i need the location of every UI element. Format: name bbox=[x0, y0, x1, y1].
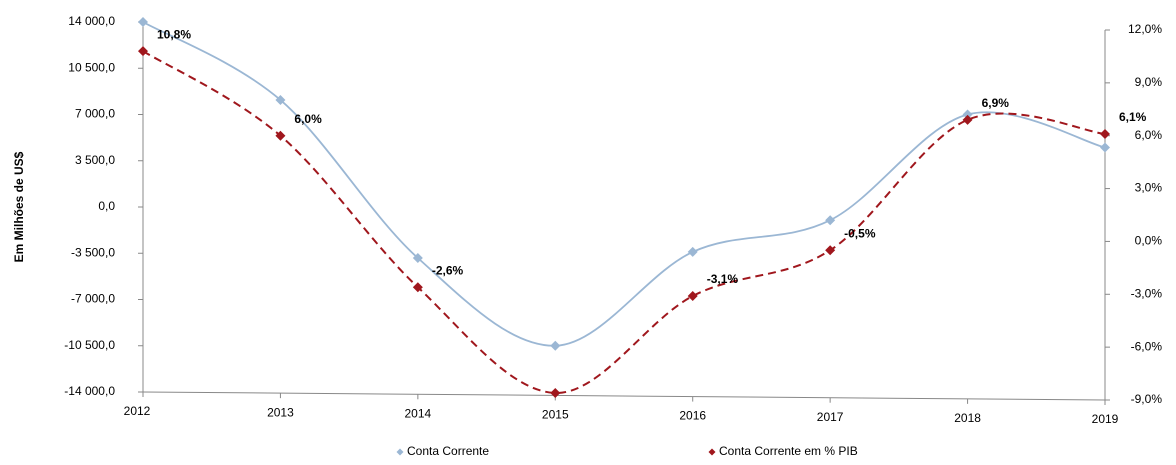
data-point bbox=[687, 246, 698, 257]
y2-tick-label: -9,0% bbox=[1131, 392, 1163, 406]
series-line bbox=[142, 50, 1106, 394]
x-tick-label: 2015 bbox=[542, 408, 569, 422]
data-point bbox=[1100, 128, 1110, 139]
y-tick-label: -14 000,0 bbox=[64, 384, 115, 398]
data-label: 6,1% bbox=[1119, 110, 1147, 124]
data-label: 6,9% bbox=[982, 96, 1010, 110]
x-tick-label: 2014 bbox=[405, 406, 432, 420]
data-point bbox=[412, 282, 423, 293]
legend-label: Conta Corrente bbox=[407, 444, 489, 458]
legend-label: Conta Corrente em % PIB bbox=[719, 444, 858, 458]
y2-tick-label: -6,0% bbox=[1131, 339, 1163, 353]
y-tick-label: -7 000,0 bbox=[71, 292, 115, 306]
y-tick-label: 14 000,0 bbox=[68, 14, 115, 28]
legend-marker bbox=[396, 448, 404, 456]
y-tick-label: 7 000,0 bbox=[75, 107, 115, 121]
data-point bbox=[138, 17, 148, 27]
y-tick-label: -3 500,0 bbox=[71, 245, 115, 259]
x-tick-label: 2018 bbox=[954, 411, 981, 425]
data-point bbox=[550, 340, 561, 351]
data-point bbox=[825, 245, 836, 256]
y-tick-label: 0,0 bbox=[98, 199, 115, 213]
data-point bbox=[550, 387, 561, 398]
data-point bbox=[138, 46, 148, 57]
data-label: -3,1% bbox=[707, 272, 739, 286]
legend-marker bbox=[708, 448, 716, 456]
y-tick-label: 3 500,0 bbox=[75, 153, 115, 167]
data-point bbox=[275, 130, 286, 141]
y2-tick-label: 6,0% bbox=[1135, 128, 1163, 142]
x-tick-label: 2013 bbox=[267, 405, 294, 419]
x-tick-label: 2012 bbox=[124, 404, 151, 418]
y2-tick-label: 9,0% bbox=[1135, 75, 1163, 89]
data-label: 10,8% bbox=[157, 27, 191, 41]
data-point bbox=[687, 291, 698, 302]
y-tick-label: 10 500,0 bbox=[68, 60, 115, 74]
data-point bbox=[825, 215, 836, 226]
data-point bbox=[962, 109, 973, 120]
y-axis-label: Em Milhões de US$ bbox=[12, 151, 26, 262]
x-tick-label: 2017 bbox=[817, 410, 844, 424]
x-axis bbox=[142, 391, 1106, 401]
x-tick-label: 2016 bbox=[679, 409, 706, 423]
y2-tick-label: 12,0% bbox=[1128, 22, 1162, 36]
y2-tick-label: -3,0% bbox=[1131, 286, 1163, 300]
data-label: -0,5% bbox=[844, 226, 876, 240]
data-label: -2,6% bbox=[432, 263, 464, 277]
data-label: 6,0% bbox=[294, 112, 322, 126]
data-point bbox=[412, 253, 423, 264]
y2-tick-label: 3,0% bbox=[1135, 181, 1163, 195]
y-tick-label: -10 500,0 bbox=[64, 338, 115, 352]
x-tick-label: 2019 bbox=[1092, 412, 1119, 426]
data-point bbox=[275, 94, 286, 105]
series-line bbox=[142, 21, 1106, 347]
data-point bbox=[1100, 142, 1110, 153]
y2-tick-label: 0,0% bbox=[1135, 234, 1163, 248]
data-point bbox=[962, 114, 973, 125]
